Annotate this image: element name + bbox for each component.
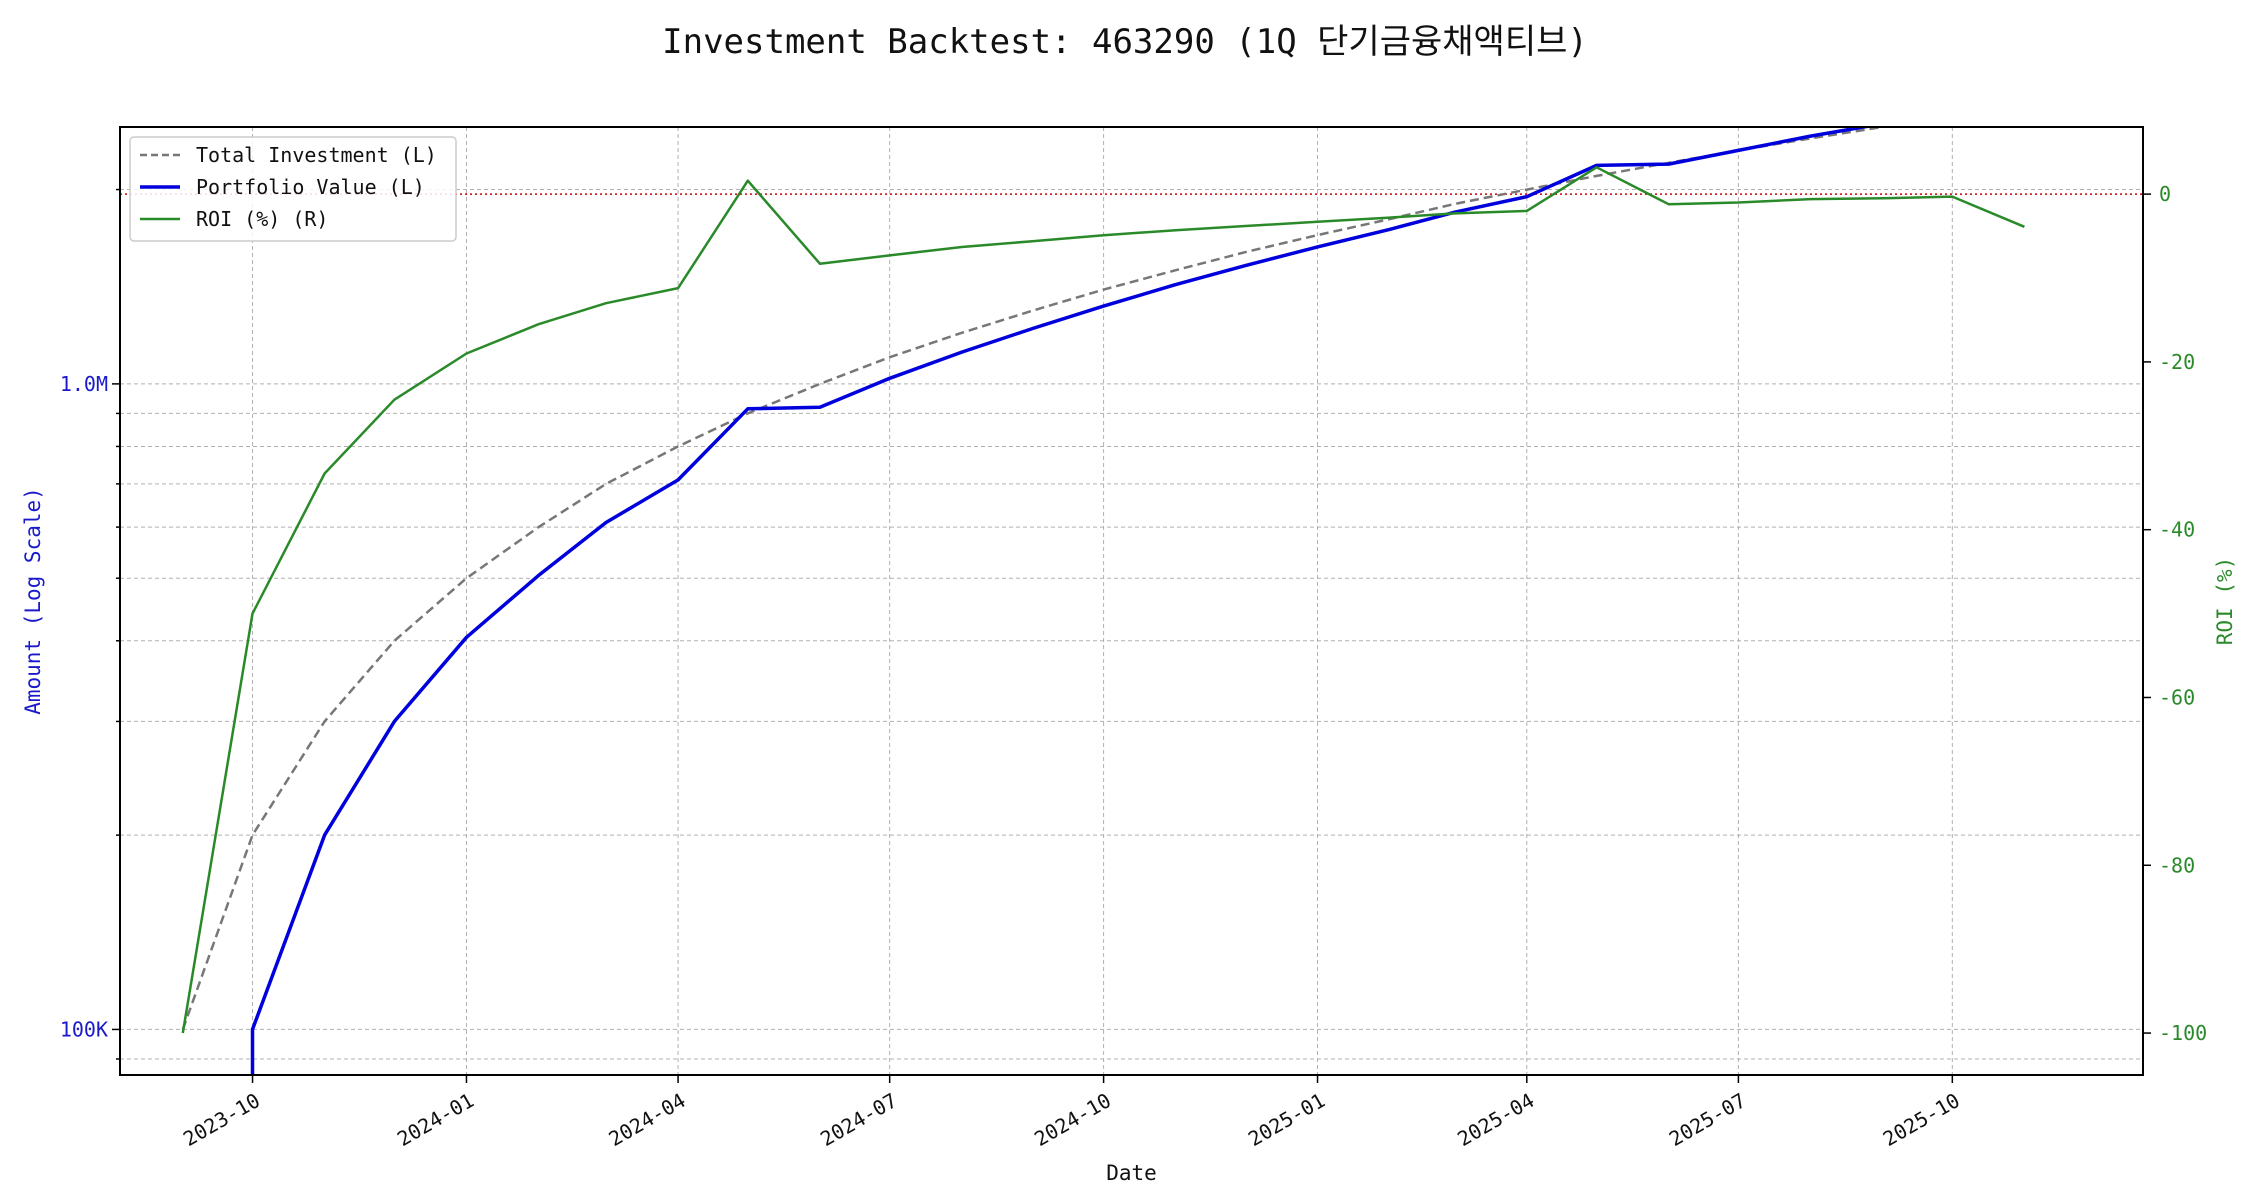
x-tick-label: 2023-10 <box>179 1088 264 1151</box>
y-right-tick-label: -20 <box>2159 350 2195 374</box>
y-right-tick-label: -40 <box>2159 518 2195 542</box>
x-tick-label: 2025-04 <box>1453 1088 1538 1151</box>
grid-lines <box>120 127 2143 1075</box>
y-left-tick-label: 100K <box>60 1017 108 1041</box>
x-tick-label: 2025-07 <box>1665 1088 1750 1151</box>
roi-line <box>181 166 2025 1034</box>
total-investment-line <box>181 127 1891 1030</box>
series-layer <box>181 127 2025 1075</box>
y-right-tick-label: 0 <box>2159 182 2171 206</box>
y-right-tick-label: -60 <box>2159 685 2195 709</box>
x-tick-label: 2025-01 <box>1244 1088 1329 1151</box>
y-right-tick-label: -100 <box>2159 1021 2207 1045</box>
y-left-tick-label: 1.0M <box>60 372 108 396</box>
y-right-tick-label: -80 <box>2159 853 2195 877</box>
axis-ticks: 2023-10 2024-01 2024-04 2024-07 2024-10 2025-… <box>60 182 2207 1151</box>
x-axis-label: Date <box>1106 1161 1157 1185</box>
y-axis-left-label: Amount (Log Scale) <box>21 487 45 715</box>
plot-area-frame <box>119 126 2144 1076</box>
legend-label: Portfolio Value (L) <box>196 175 425 199</box>
legend-label: ROI (%) (R) <box>196 207 328 231</box>
legend: Total Investment (L) Portfolio Value (L) R… <box>129 136 457 242</box>
x-tick-label: 2024-04 <box>605 1088 690 1151</box>
x-tick-label: 2024-07 <box>816 1088 901 1151</box>
portfolio-value-line <box>250 127 1874 1075</box>
x-tick-label: 2024-10 <box>1030 1088 1115 1151</box>
chart-title: Investment Backtest: 463290 (1Q 단기금융채액티브… <box>662 22 1588 62</box>
y-axis-right-label: ROI (%) <box>2213 557 2237 646</box>
legend-box <box>129 136 457 242</box>
x-tick-label: 2024-01 <box>393 1088 478 1151</box>
x-tick-label: 2025-10 <box>1879 1088 1964 1151</box>
legend-label: Total Investment (L) <box>196 143 437 167</box>
